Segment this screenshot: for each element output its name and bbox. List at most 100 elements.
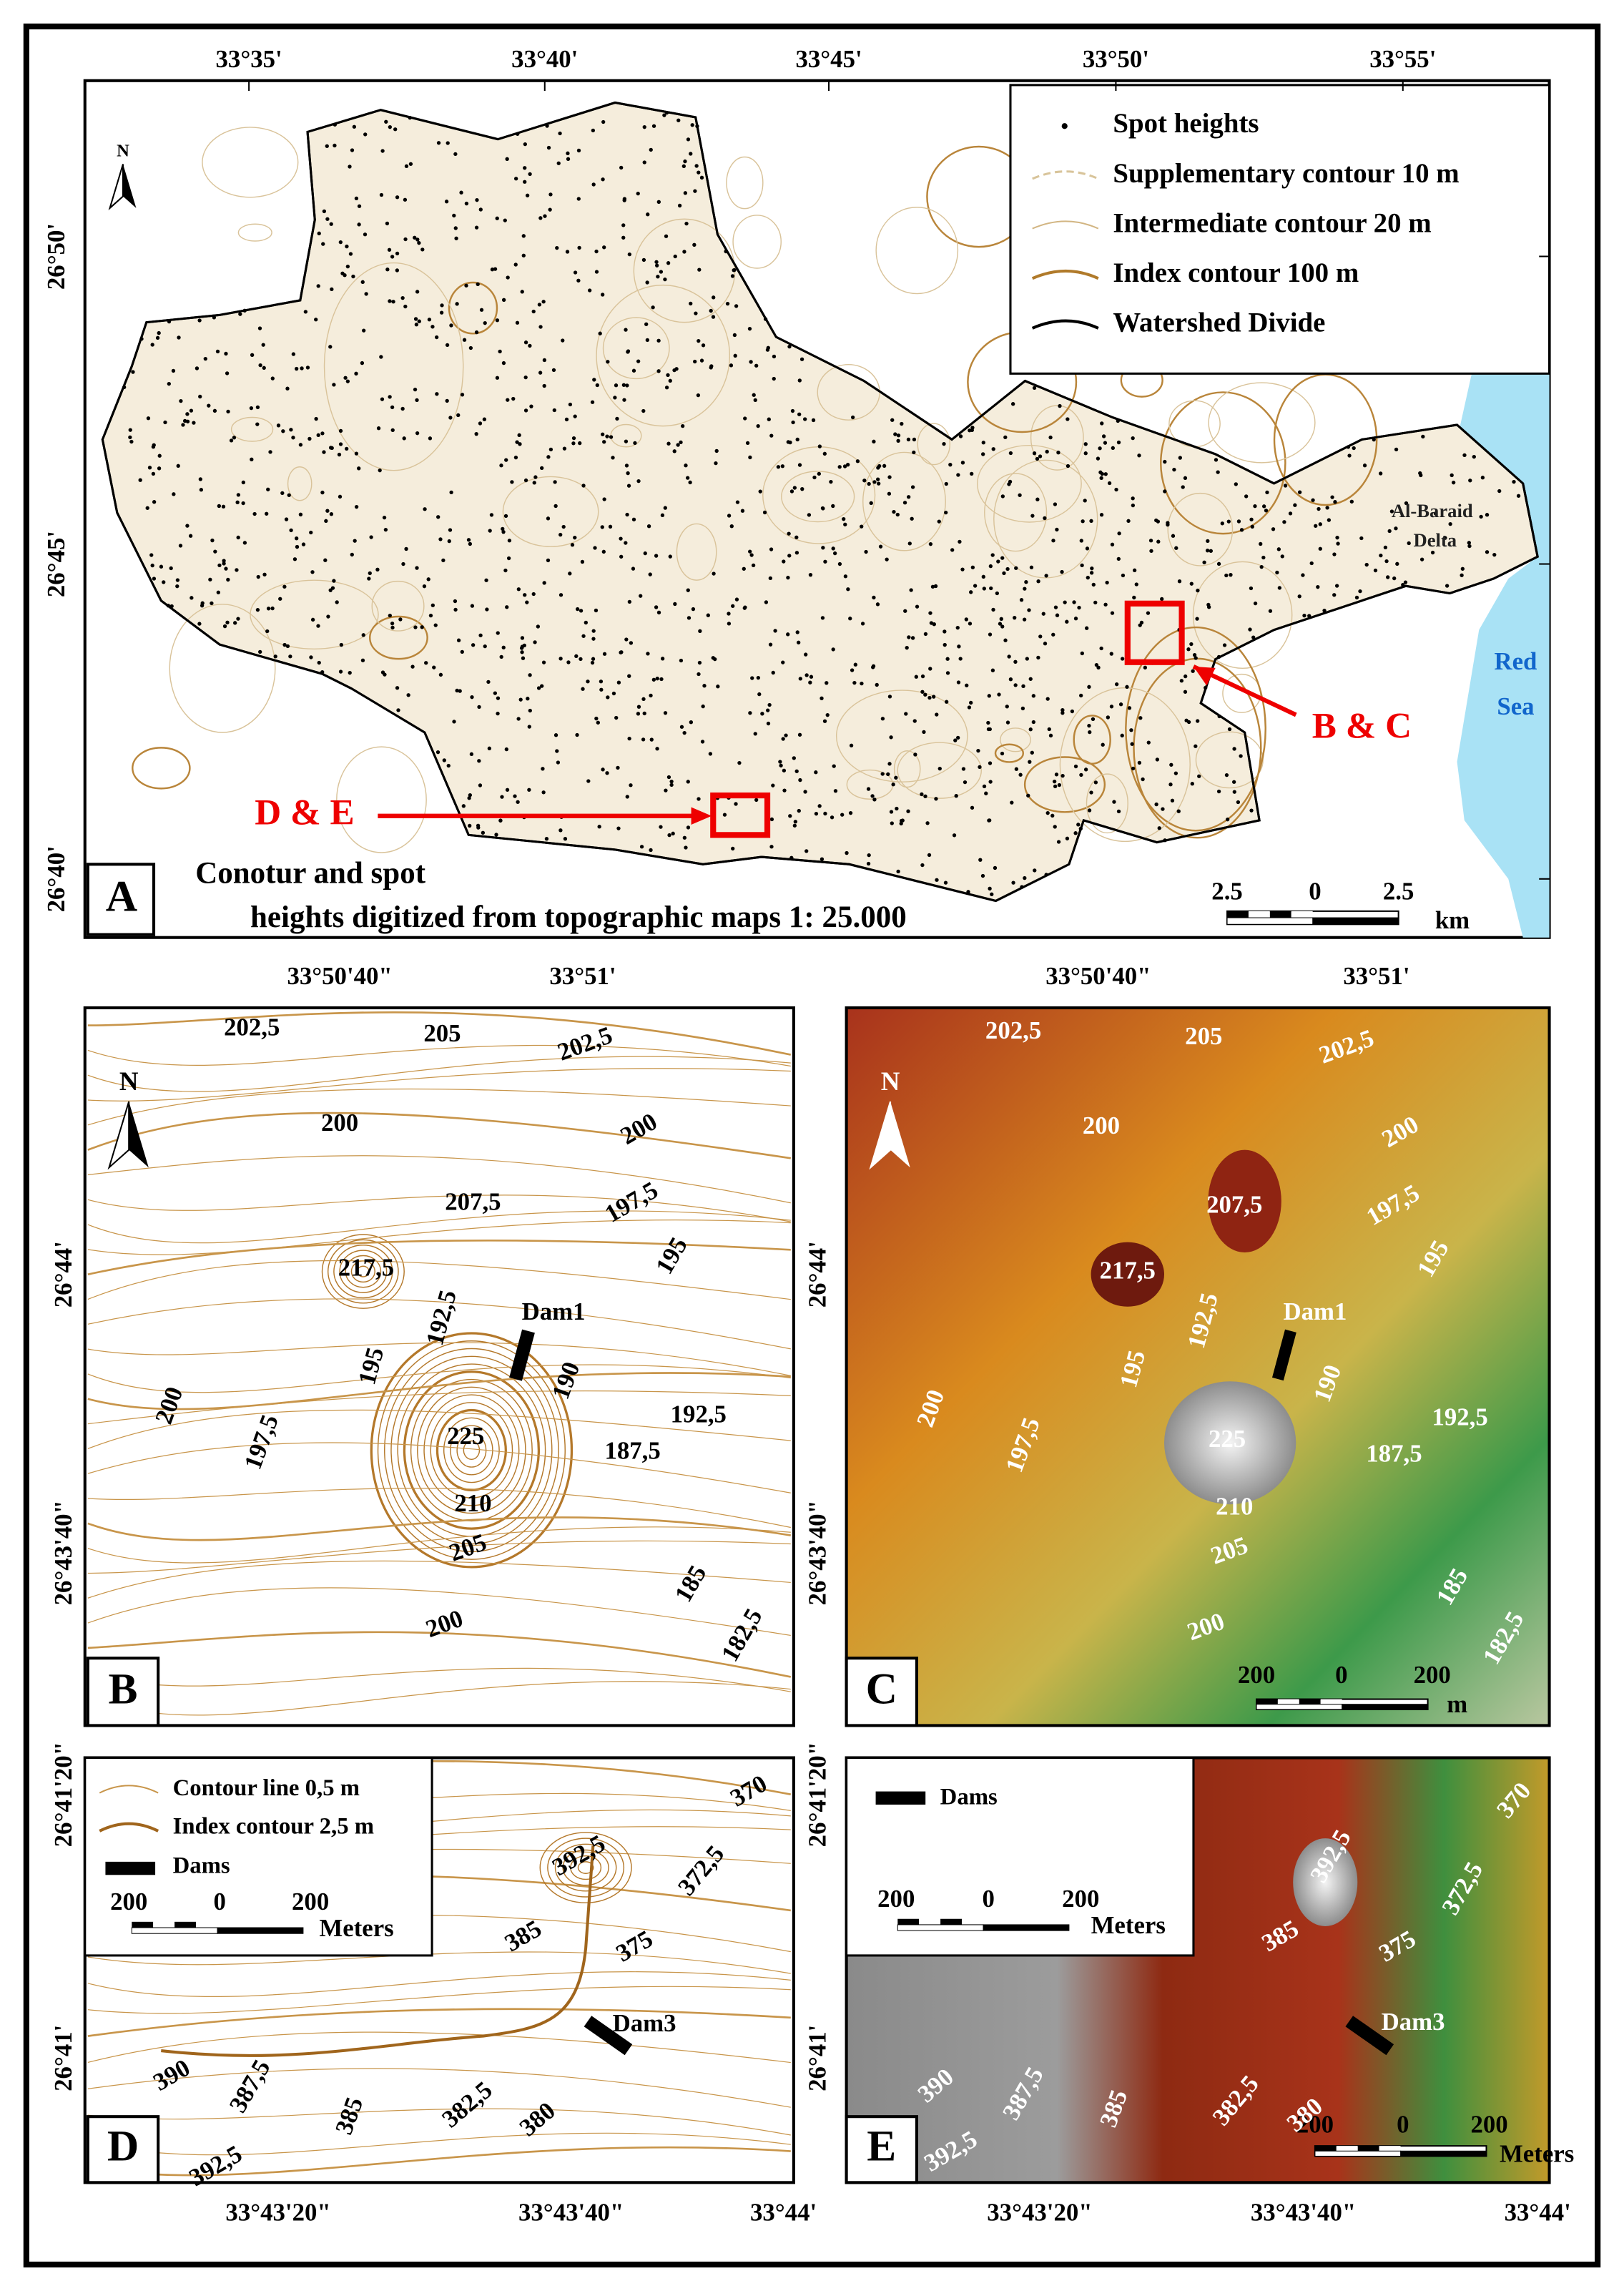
spot-height [343, 376, 348, 380]
spot-height [872, 595, 876, 600]
spot-height [546, 516, 551, 521]
spot-height [1359, 536, 1364, 541]
spot-height [667, 833, 671, 838]
spot-height [1448, 521, 1452, 526]
spot-height [1112, 800, 1116, 804]
contour [87, 1220, 791, 1255]
spot-height [517, 433, 521, 437]
spot-height [1336, 541, 1340, 546]
spot-height [225, 371, 230, 376]
spot-height [1421, 434, 1425, 439]
spot-height [1005, 720, 1010, 725]
spot-height [300, 366, 304, 371]
spot-height [1249, 808, 1254, 813]
spot-height [1018, 493, 1022, 497]
spot-height [697, 660, 702, 665]
scale-segment [1312, 917, 1399, 925]
contour [87, 1372, 791, 1411]
spot-height [1184, 718, 1189, 722]
spot-height [379, 192, 384, 197]
spot-height [1224, 573, 1229, 578]
spot-height [1106, 715, 1111, 720]
spot-height [727, 622, 732, 626]
spot-height [1053, 605, 1058, 609]
spot-height [462, 338, 467, 342]
watershed [101, 101, 1539, 903]
spot-height [1060, 711, 1065, 715]
spot-height [178, 544, 183, 548]
spot-height [626, 484, 631, 488]
contour [1086, 773, 1128, 834]
spot-height [468, 541, 473, 546]
spot-height [587, 288, 592, 293]
spot-height [150, 343, 154, 347]
spot-height [791, 420, 795, 425]
contour [423, 1394, 520, 1506]
spot-height [769, 845, 774, 849]
spot-height [573, 414, 577, 418]
spot-height [390, 405, 395, 410]
spot-height [626, 350, 630, 354]
spot-height [380, 397, 385, 401]
spot-height [288, 654, 292, 659]
spot-height [961, 767, 966, 771]
spot-height [956, 680, 961, 685]
spot-height [192, 421, 196, 425]
legend-symbol [1031, 269, 1099, 280]
y-coordinate-label: 26°43'40" [49, 1500, 77, 1605]
spot-height [890, 821, 894, 825]
spot-height [820, 857, 825, 861]
spot-height [915, 604, 920, 609]
spot-height [594, 249, 599, 254]
spot-height [754, 798, 759, 803]
spot-height [788, 814, 792, 818]
spot-height [619, 165, 624, 170]
spot-height [891, 783, 895, 787]
spot-height [792, 823, 797, 828]
spot-height [468, 345, 473, 350]
spot-height [388, 299, 392, 303]
spot-height [503, 218, 507, 222]
spot-height [520, 644, 525, 649]
spot-height [1146, 740, 1151, 745]
spot-height [780, 464, 785, 468]
spot-height [988, 818, 992, 823]
spot-height [668, 554, 672, 559]
spot-height [965, 683, 969, 687]
spot-height [435, 392, 439, 396]
spot-height [495, 318, 500, 323]
contour [596, 284, 731, 427]
spot-height [210, 601, 214, 606]
spot-height [1083, 451, 1088, 456]
spot-height [1467, 541, 1472, 545]
spot-height [348, 252, 353, 256]
contour-label: 210 [454, 1489, 491, 1517]
spot-height [273, 654, 277, 659]
spot-height [875, 682, 879, 687]
spot-height [546, 558, 551, 563]
spot-height [953, 738, 958, 742]
north-arrow [108, 164, 124, 211]
spot-height [734, 802, 738, 806]
spot-height [1065, 836, 1070, 840]
contour [977, 444, 1082, 523]
spot-height [1249, 586, 1254, 591]
spot-height [654, 554, 659, 558]
spot-height [128, 428, 132, 432]
spot-height [1110, 611, 1115, 615]
spot-height [1222, 643, 1227, 647]
spot-height [889, 735, 893, 740]
spot-height [832, 551, 837, 556]
spot-height [823, 811, 827, 816]
spot-height [1309, 561, 1314, 566]
spot-height [1111, 446, 1115, 451]
spot-height [149, 553, 154, 557]
spot-height [576, 278, 581, 283]
spot-height [1051, 632, 1055, 637]
spot-height [282, 642, 287, 647]
spot-height [1163, 489, 1167, 494]
spot-height [185, 412, 190, 416]
spot-height [233, 621, 237, 625]
spot-height [912, 450, 916, 455]
contour-label: 225 [447, 1422, 484, 1450]
